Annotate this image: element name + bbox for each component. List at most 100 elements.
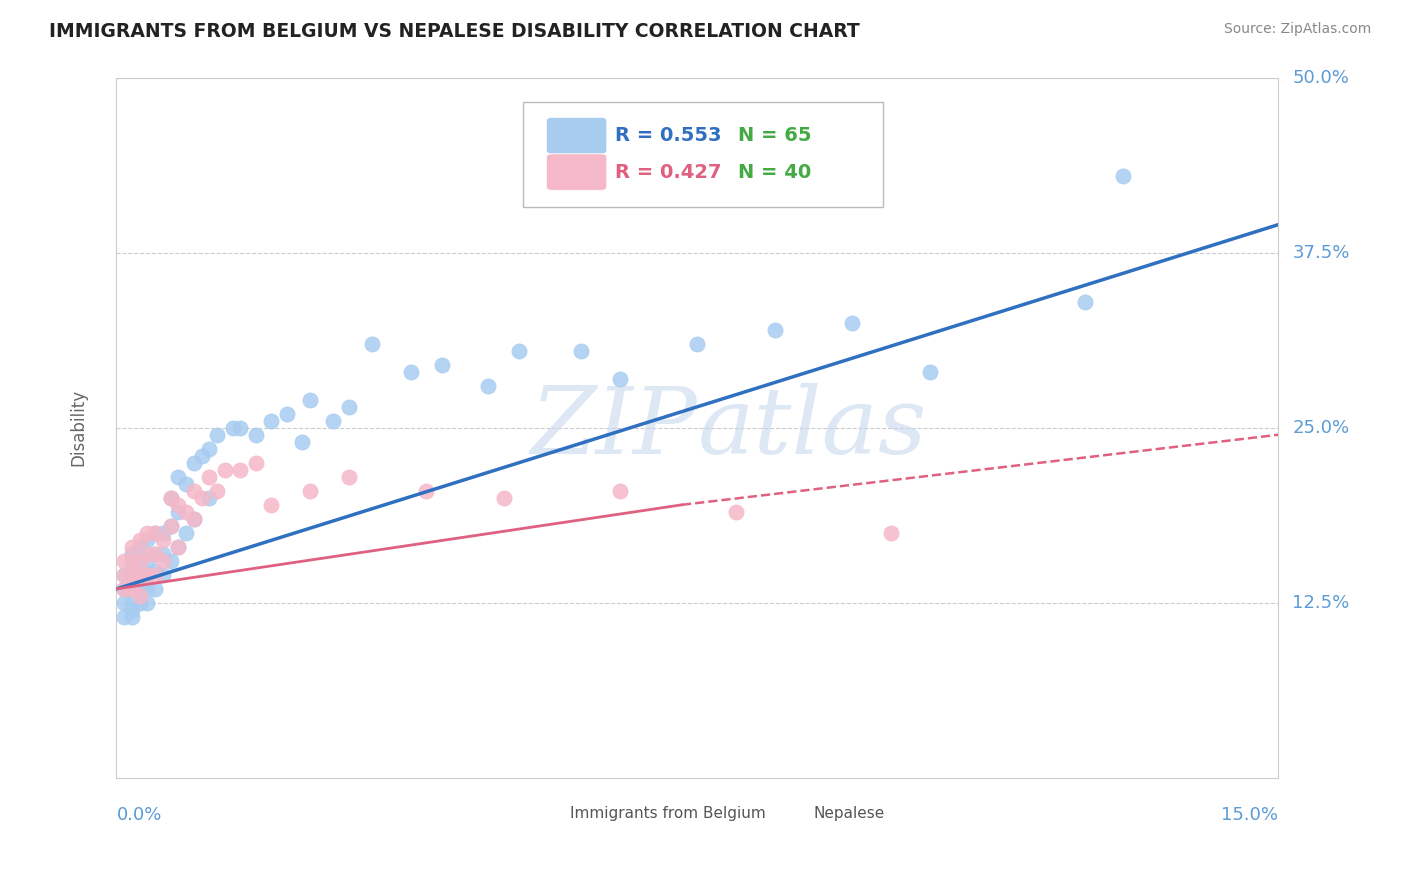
Point — [152, 567, 174, 582]
Text: Nepalese: Nepalese — [814, 805, 884, 821]
Point — [128, 540, 150, 554]
Point — [229, 421, 252, 435]
Point — [152, 554, 174, 568]
Point — [1112, 169, 1135, 183]
Point — [245, 456, 267, 470]
Point — [128, 554, 150, 568]
Point — [167, 540, 190, 554]
FancyBboxPatch shape — [547, 118, 607, 154]
FancyBboxPatch shape — [513, 800, 565, 826]
Point — [609, 483, 631, 498]
Point — [361, 336, 384, 351]
Text: 12.5%: 12.5% — [1292, 594, 1350, 612]
Text: 50.0%: 50.0% — [1292, 69, 1350, 87]
Point — [112, 610, 135, 624]
FancyBboxPatch shape — [547, 154, 607, 190]
Text: 15.0%: 15.0% — [1222, 806, 1278, 824]
Point — [174, 525, 197, 540]
Point — [174, 505, 197, 519]
Point — [415, 483, 437, 498]
Point — [508, 343, 530, 358]
Text: N = 40: N = 40 — [738, 162, 811, 182]
Point — [183, 456, 205, 470]
Point — [686, 336, 709, 351]
Point — [143, 567, 166, 582]
Point — [183, 483, 205, 498]
Point — [159, 518, 181, 533]
Point — [841, 316, 863, 330]
Point — [112, 567, 135, 582]
Point — [337, 470, 360, 484]
Point — [143, 525, 166, 540]
Point — [159, 491, 181, 505]
Point — [430, 358, 453, 372]
Point — [112, 582, 135, 596]
Point — [245, 427, 267, 442]
Point — [763, 323, 786, 337]
Text: ZIP: ZIP — [531, 383, 697, 473]
Point — [167, 540, 190, 554]
Point — [136, 567, 159, 582]
Point — [121, 596, 143, 610]
Point — [260, 414, 283, 428]
Point — [174, 476, 197, 491]
Point — [121, 603, 143, 617]
Point — [128, 589, 150, 603]
Point — [143, 547, 166, 561]
Text: 0.0%: 0.0% — [117, 806, 162, 824]
Point — [128, 567, 150, 582]
Point — [337, 400, 360, 414]
Point — [1073, 294, 1095, 309]
FancyBboxPatch shape — [523, 102, 883, 207]
Text: Source: ZipAtlas.com: Source: ZipAtlas.com — [1223, 22, 1371, 37]
Point — [205, 427, 228, 442]
Point — [214, 463, 236, 477]
Point — [112, 567, 135, 582]
Point — [143, 564, 166, 578]
Point — [121, 582, 143, 596]
Point — [136, 525, 159, 540]
Point — [128, 582, 150, 596]
Point — [159, 554, 181, 568]
Point — [725, 505, 748, 519]
Point — [399, 365, 422, 379]
Point — [167, 505, 190, 519]
Point — [112, 582, 135, 596]
Point — [136, 582, 159, 596]
Point — [136, 554, 159, 568]
Point — [198, 491, 221, 505]
Point — [152, 547, 174, 561]
Point — [136, 596, 159, 610]
Point — [276, 407, 298, 421]
Point — [112, 554, 135, 568]
Point — [152, 533, 174, 547]
Point — [183, 512, 205, 526]
Point — [221, 421, 243, 435]
Point — [190, 449, 212, 463]
Point — [136, 547, 159, 561]
Point — [128, 561, 150, 575]
Point — [143, 525, 166, 540]
Point — [121, 540, 143, 554]
Point — [128, 554, 150, 568]
Point — [198, 470, 221, 484]
Point — [152, 525, 174, 540]
Point — [609, 372, 631, 386]
Point — [299, 483, 322, 498]
Point — [128, 567, 150, 582]
Point — [121, 567, 143, 582]
Point — [121, 610, 143, 624]
Text: IMMIGRANTS FROM BELGIUM VS NEPALESE DISABILITY CORRELATION CHART: IMMIGRANTS FROM BELGIUM VS NEPALESE DISA… — [49, 22, 860, 41]
Point — [299, 392, 322, 407]
Text: R = 0.553: R = 0.553 — [614, 126, 721, 145]
Point — [121, 567, 143, 582]
Point — [880, 525, 903, 540]
Point — [159, 518, 181, 533]
Point — [198, 442, 221, 456]
Point — [128, 596, 150, 610]
Point — [159, 491, 181, 505]
FancyBboxPatch shape — [758, 800, 808, 826]
Point — [291, 434, 314, 449]
Point — [121, 547, 143, 561]
Point — [167, 470, 190, 484]
